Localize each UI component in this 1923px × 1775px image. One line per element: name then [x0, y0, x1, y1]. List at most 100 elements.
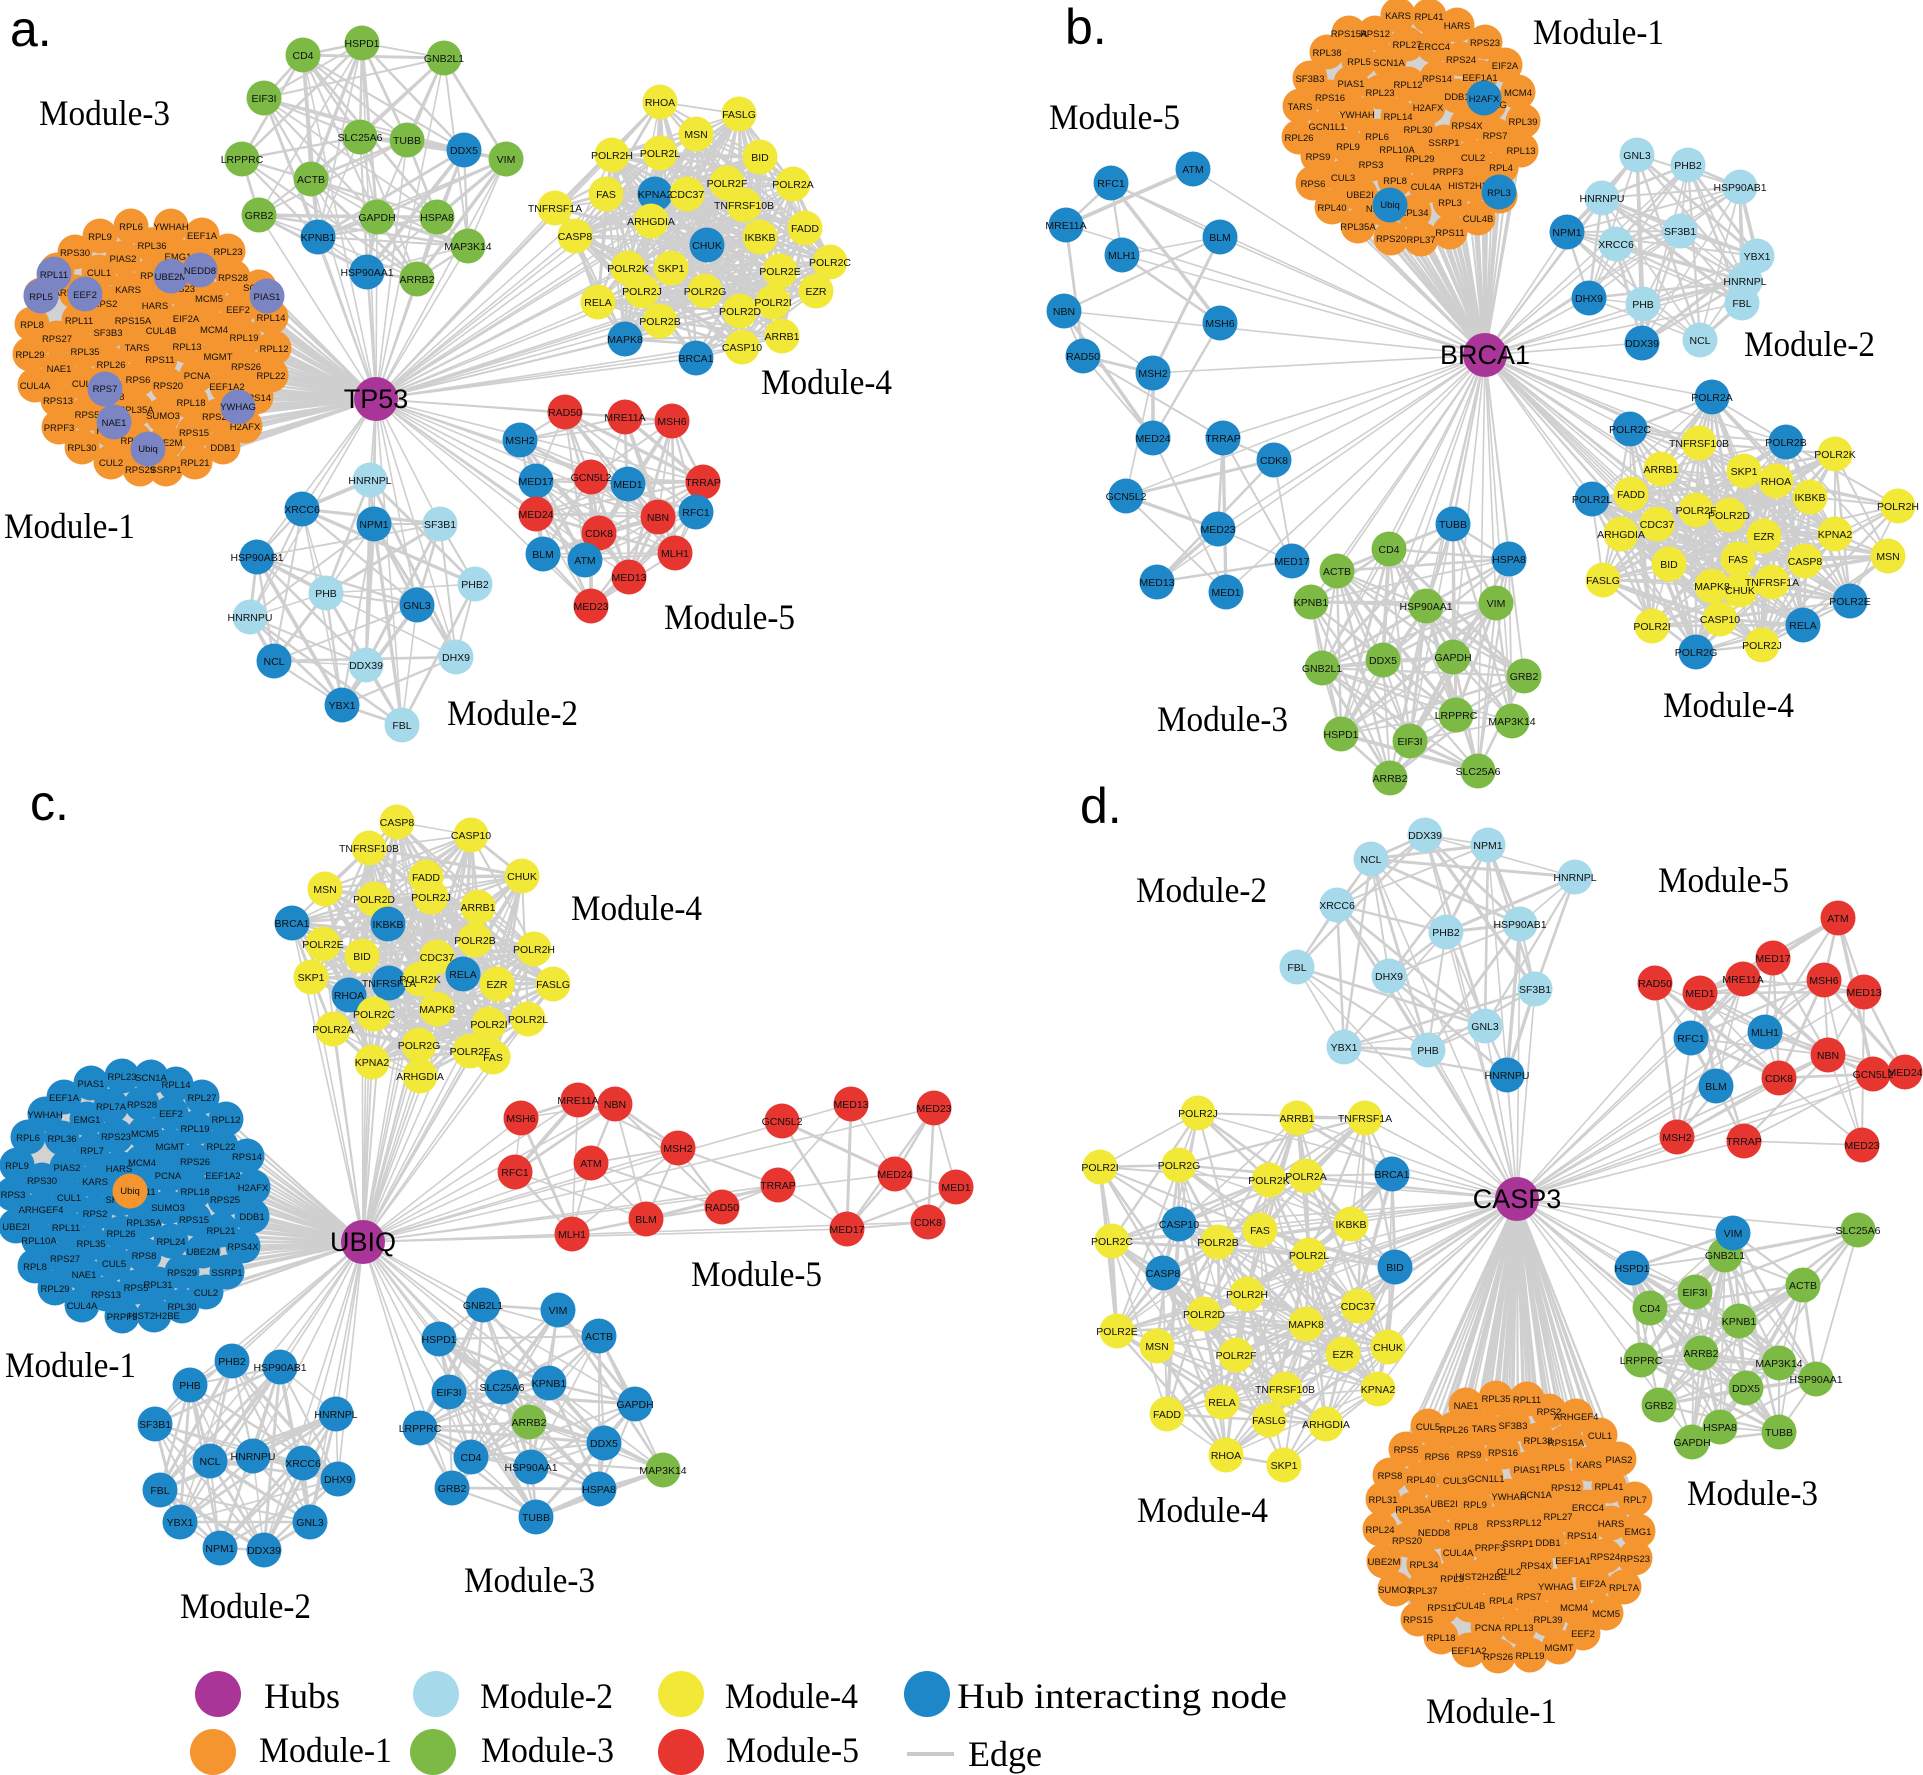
svg-text:MCM4: MCM4	[128, 1158, 156, 1169]
svg-text:TRRAP: TRRAP	[685, 477, 721, 489]
svg-text:Hubs: Hubs	[264, 1676, 340, 1716]
svg-text:BRCA1: BRCA1	[1374, 1169, 1409, 1181]
svg-text:PIAS2: PIAS2	[110, 254, 137, 265]
svg-text:POLR2D: POLR2D	[1183, 1309, 1225, 1321]
svg-text:UBE2M: UBE2M	[155, 272, 188, 283]
svg-text:RPL5: RPL5	[1541, 1463, 1565, 1474]
svg-text:BLM: BLM	[635, 1214, 657, 1226]
svg-text:MED23: MED23	[916, 1103, 951, 1115]
svg-text:RPL11: RPL11	[52, 1223, 80, 1234]
svg-text:MGMT: MGMT	[203, 352, 232, 363]
svg-text:MRE11A: MRE11A	[1045, 220, 1086, 232]
svg-text:RPL37: RPL37	[1408, 1586, 1437, 1597]
svg-text:FADD: FADD	[1153, 1409, 1181, 1421]
svg-text:CUL1: CUL1	[1588, 1431, 1612, 1442]
svg-text:MAPK8: MAPK8	[419, 1004, 455, 1016]
svg-text:POLR2I: POLR2I	[1081, 1162, 1118, 1174]
svg-text:Module-2: Module-2	[1744, 324, 1875, 364]
svg-text:RAD50: RAD50	[705, 1202, 739, 1214]
svg-text:a.: a.	[10, 1, 52, 57]
svg-text:FADD: FADD	[791, 223, 819, 235]
svg-text:POLR2H: POLR2H	[1877, 501, 1919, 513]
svg-text:ARRB2: ARRB2	[511, 1417, 546, 1429]
svg-text:BLM: BLM	[532, 549, 554, 561]
svg-text:DDX5: DDX5	[450, 145, 478, 157]
svg-text:IKBKB: IKBKB	[1795, 492, 1826, 504]
svg-text:LRPPRC: LRPPRC	[221, 154, 264, 166]
svg-text:EIF2A: EIF2A	[1580, 1579, 1607, 1590]
svg-text:SLC25A6: SLC25A6	[1836, 1225, 1881, 1237]
svg-text:POLR2I: POLR2I	[754, 297, 791, 309]
svg-text:EEF1A2: EEF1A2	[1451, 1646, 1486, 1657]
svg-text:RPL18: RPL18	[180, 1187, 209, 1198]
svg-text:RPS4X: RPS4X	[1520, 1561, 1552, 1572]
svg-text:RELA: RELA	[1208, 1397, 1235, 1409]
svg-text:POLR2A: POLR2A	[1691, 392, 1732, 404]
svg-text:CASP8: CASP8	[1146, 1268, 1181, 1280]
svg-text:MED24: MED24	[518, 509, 553, 521]
svg-text:MED13: MED13	[833, 1099, 868, 1111]
svg-text:FBL: FBL	[1732, 298, 1751, 310]
svg-text:SSRP1: SSRP1	[1428, 138, 1459, 149]
svg-text:RPL5: RPL5	[29, 292, 53, 303]
svg-text:SSRP1: SSRP1	[150, 465, 181, 476]
svg-text:TRRAP: TRRAP	[1205, 433, 1241, 445]
svg-text:RPS4X: RPS4X	[1451, 121, 1483, 132]
svg-text:YWHAH: YWHAH	[1491, 1492, 1527, 1503]
svg-text:GAPDH: GAPDH	[616, 1399, 653, 1411]
svg-text:UBE2M: UBE2M	[187, 1247, 220, 1258]
svg-text:RFC1: RFC1	[1677, 1033, 1705, 1045]
svg-text:RPL12: RPL12	[259, 344, 288, 355]
svg-text:RPL30: RPL30	[1403, 125, 1432, 136]
svg-text:VIM: VIM	[1724, 1228, 1743, 1240]
svg-text:KPNB1: KPNB1	[301, 232, 336, 244]
svg-text:Module-3: Module-3	[39, 93, 170, 133]
svg-text:RPL6: RPL6	[1365, 132, 1389, 143]
svg-text:CD4: CD4	[1378, 544, 1399, 556]
svg-text:PIAS1: PIAS1	[1338, 79, 1365, 90]
svg-text:SKP1: SKP1	[1271, 1460, 1298, 1472]
svg-text:TNFRSF1A: TNFRSF1A	[1745, 577, 1799, 589]
svg-text:RPS23: RPS23	[101, 1132, 131, 1143]
svg-text:ARRB2: ARRB2	[399, 274, 434, 286]
svg-text:RPL18: RPL18	[1426, 1633, 1455, 1644]
svg-text:HNRNPU: HNRNPU	[1485, 1070, 1530, 1082]
svg-text:EEF1A2: EEF1A2	[209, 382, 244, 393]
svg-text:POLR2L: POLR2L	[640, 148, 680, 160]
svg-text:c.: c.	[30, 775, 69, 831]
svg-text:HSP90AA1: HSP90AA1	[1399, 601, 1452, 613]
svg-text:EIF2A: EIF2A	[173, 314, 200, 325]
svg-text:NPM1: NPM1	[359, 519, 388, 531]
svg-text:MED17: MED17	[518, 476, 553, 488]
svg-text:RPS15: RPS15	[179, 1215, 209, 1226]
svg-text:POLR2K: POLR2K	[399, 974, 440, 986]
svg-text:ERCC4: ERCC4	[1572, 1503, 1604, 1514]
svg-text:RPL19: RPL19	[1515, 1651, 1544, 1662]
svg-text:YBX1: YBX1	[167, 1517, 194, 1529]
svg-text:CUL2: CUL2	[99, 458, 123, 469]
svg-text:POLR2B: POLR2B	[454, 935, 495, 947]
svg-text:POLR2J: POLR2J	[1178, 1108, 1218, 1120]
svg-text:PIAS1: PIAS1	[78, 1079, 105, 1090]
svg-text:SF3B3: SF3B3	[93, 328, 122, 339]
svg-text:RPS12: RPS12	[1551, 1483, 1581, 1494]
svg-text:MSH6: MSH6	[1205, 318, 1234, 330]
svg-text:POLR2G: POLR2G	[1158, 1160, 1201, 1172]
svg-text:PCNA: PCNA	[1475, 1623, 1502, 1634]
svg-text:FASLG: FASLG	[1586, 575, 1620, 587]
svg-text:NCL: NCL	[1360, 854, 1381, 866]
svg-text:EEF2: EEF2	[73, 290, 97, 301]
svg-text:HSP90AA1: HSP90AA1	[504, 1462, 557, 1474]
svg-text:FASLG: FASLG	[536, 979, 570, 991]
svg-text:RPS13: RPS13	[43, 396, 73, 407]
svg-text:PIAS2: PIAS2	[1606, 1455, 1633, 1466]
svg-text:DDX5: DDX5	[590, 1438, 618, 1450]
svg-text:NBN: NBN	[1053, 306, 1075, 318]
svg-text:RAD50: RAD50	[548, 407, 582, 419]
svg-text:CDK8: CDK8	[1765, 1073, 1793, 1085]
svg-text:RPS13: RPS13	[91, 1290, 121, 1301]
svg-text:EIF3I: EIF3I	[436, 1387, 461, 1399]
svg-text:RPL5: RPL5	[1347, 57, 1371, 68]
svg-text:CHUK: CHUK	[1373, 1342, 1403, 1354]
svg-text:Module-5: Module-5	[1658, 860, 1789, 900]
